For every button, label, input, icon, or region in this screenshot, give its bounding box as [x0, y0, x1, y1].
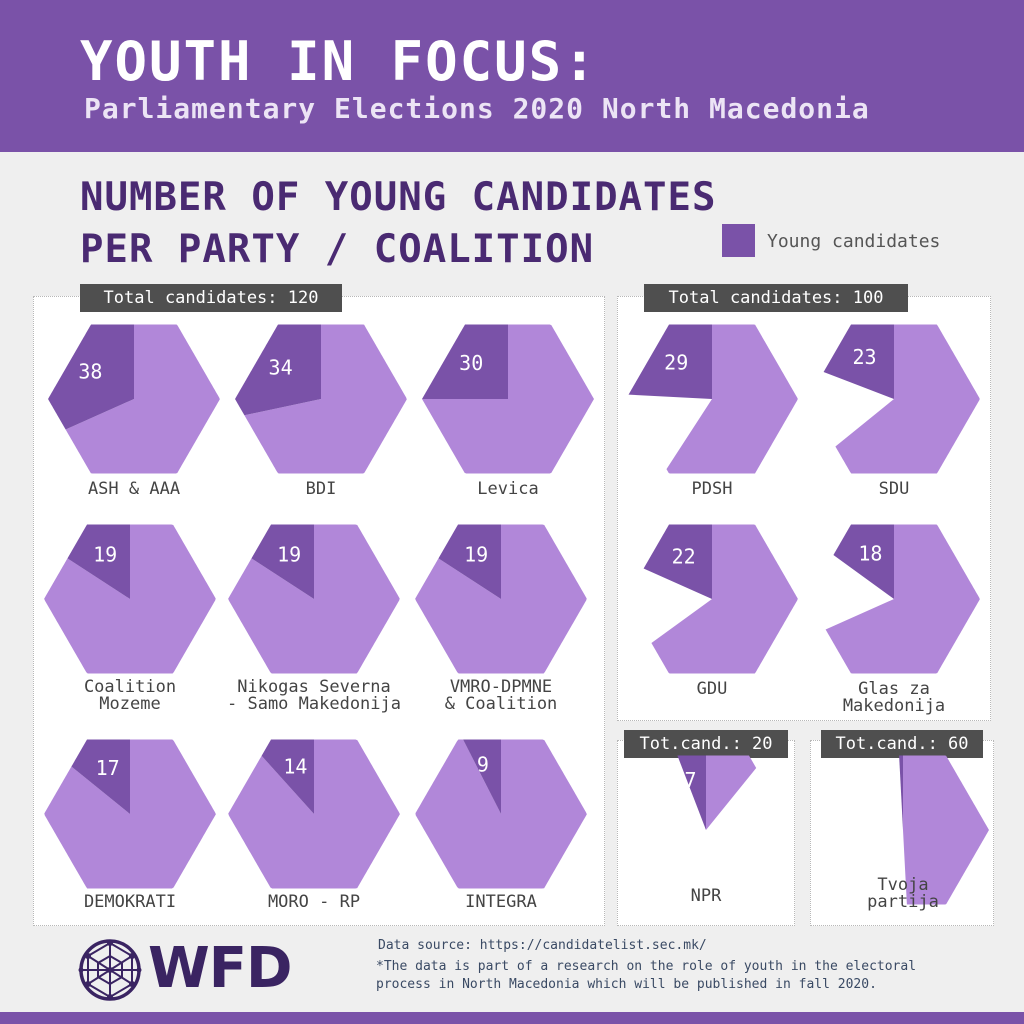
slice-levica-young — [422, 324, 508, 399]
slice-bdi-others — [244, 324, 407, 474]
category-label-line: Mozeme — [99, 694, 160, 714]
slice-tvoja-partija-young — [899, 755, 903, 830]
category-label-line: GDU — [697, 679, 728, 699]
slice-npr-others — [706, 755, 757, 830]
category-label-line: Tvoja — [877, 875, 928, 895]
category-label-ash-aaa: ASH & AAA — [88, 479, 180, 499]
category-label-line: PDSH — [692, 479, 733, 499]
data-label-coalition-mozeme: 19 — [93, 542, 117, 566]
footnote: *The data is part of a research on the r… — [376, 958, 916, 994]
data-label-bdi: 34 — [269, 355, 293, 379]
category-label-line: DEMOKRATI — [84, 892, 176, 912]
footer-bar — [0, 1012, 1024, 1024]
category-label-line: Makedonija — [843, 696, 945, 716]
category-label-integra: INTEGRA — [465, 892, 537, 912]
category-label-nikogas-severna-samo-makedonija: Nikogas Severna - Samo Makedonija — [227, 677, 401, 714]
slice-gdu-others — [651, 524, 798, 674]
category-label-line: Nikogas Severna — [237, 677, 391, 697]
category-label-vmro-dpmne-coalition: VMRO-DPMNE & Coalition — [445, 677, 558, 714]
header-banner: YOUTH IN FOCUS: Parliamentary Elections … — [0, 0, 1024, 152]
category-label-line: & Coalition — [445, 694, 558, 714]
slice-demokrati-others — [44, 739, 216, 889]
page-title: YOUTH IN FOCUS: — [80, 30, 598, 93]
category-label-line: NPR — [691, 886, 722, 906]
slice-glas-za-makedonija-young — [833, 524, 894, 599]
page-subtitle: Parliamentary Elections 2020 North Maced… — [84, 92, 870, 125]
slice-moro-rp-young — [261, 739, 314, 814]
data-source: Data source: https://candidatelist.sec.m… — [378, 938, 707, 953]
slice-tvoja-partija-others — [903, 755, 989, 905]
wfd-logo-text: WFD — [148, 936, 293, 1001]
data-label-npr: 7 — [685, 768, 697, 792]
slice-ash-aaa-young — [48, 324, 134, 430]
globe-icon — [78, 939, 142, 1001]
footnote-line1: *The data is part of a research on the r… — [376, 959, 917, 974]
category-label-line: MORO - RP — [268, 892, 360, 912]
slice-vmro-dpmne-coalition-young — [438, 524, 501, 599]
slice-integra-others — [415, 739, 587, 889]
data-label-vmro-dpmne-coalition: 19 — [464, 542, 488, 566]
slice-nikogas-severna-samo-makedonija-young — [251, 524, 314, 599]
category-label-glas-za-makedonija: Glas za Makedonija — [843, 679, 945, 716]
slice-moro-rp-others — [228, 739, 400, 889]
category-label-line: - Samo Makedonija — [227, 694, 401, 714]
data-label-glas-za-makedonija: 18 — [858, 542, 882, 566]
category-label-sdu: SDU — [879, 479, 910, 499]
category-label-line: ASH & AAA — [88, 479, 180, 499]
slice-gdu-young — [643, 524, 712, 599]
category-label-coalition-mozeme: Coalition Mozeme — [84, 677, 176, 714]
legend-label: Young candidates — [767, 231, 941, 252]
data-label-levica: 30 — [459, 351, 483, 375]
slice-coalition-mozeme-others — [44, 524, 216, 674]
category-label-gdu: GDU — [697, 679, 728, 699]
slice-nikogas-severna-samo-makedonija-others — [228, 524, 400, 674]
category-label-levica: Levica — [477, 479, 538, 499]
slice-glas-za-makedonija-others — [825, 524, 980, 674]
category-label-line: Levica — [477, 479, 538, 499]
slice-ash-aaa-others — [65, 324, 220, 474]
slice-pdsh-young — [628, 324, 712, 399]
category-label-demokrati: DEMOKRATI — [84, 892, 176, 912]
section-title-line1: NUMBER OF YOUNG CANDIDATES — [80, 175, 717, 220]
category-label-line: VMRO-DPMNE — [450, 677, 552, 697]
slice-integra-young — [463, 739, 501, 814]
data-label-pdsh: 29 — [664, 350, 688, 374]
data-label-demokrati: 17 — [96, 756, 120, 780]
data-label-gdu: 22 — [672, 544, 696, 568]
category-label-bdi: BDI — [306, 479, 337, 499]
slice-vmro-dpmne-coalition-others — [415, 524, 587, 674]
slice-pdsh-others — [666, 324, 798, 474]
tag-total-120: Total candidates: 120 — [80, 284, 342, 312]
slice-demokrati-young — [71, 739, 130, 814]
section-title: NUMBER OF YOUNG CANDIDATES PER PARTY / C… — [80, 172, 716, 276]
category-label-line: partija — [867, 892, 939, 912]
slice-coalition-mozeme-young — [67, 524, 130, 599]
footnote-line2: process in North Macedonia which will be… — [376, 977, 877, 992]
category-label-moro-rp: MORO - RP — [268, 892, 360, 912]
tag-total-60: Tot.cand.: 60 — [821, 730, 983, 758]
slice-bdi-young — [235, 324, 321, 416]
slice-sdu-young — [823, 324, 894, 399]
data-label-ash-aaa: 38 — [78, 360, 102, 384]
category-label-tvoja-partija: Tvoja partija — [867, 875, 939, 912]
slice-sdu-others — [835, 324, 980, 474]
data-label-sdu: 23 — [853, 345, 877, 369]
data-label-moro-rp: 14 — [283, 754, 307, 778]
category-label-pdsh: PDSH — [692, 479, 733, 499]
legend-swatch — [722, 224, 755, 257]
tag-total-20: Tot.cand.: 20 — [624, 730, 788, 758]
tag-total-100: Total candidates: 100 — [644, 284, 908, 312]
data-label-integra: 9 — [477, 752, 489, 776]
category-label-npr: NPR — [691, 886, 722, 906]
data-label-tvoja-partija: 1 — [890, 767, 902, 791]
section-title-line2: PER PARTY / COALITION — [80, 227, 595, 272]
category-label-line: INTEGRA — [465, 892, 537, 912]
slice-npr-young — [677, 755, 706, 830]
data-label-nikogas-severna-samo-makedonija: 19 — [277, 542, 301, 566]
category-label-line: Glas za — [858, 679, 930, 699]
category-label-line: BDI — [306, 479, 337, 499]
category-label-line: SDU — [879, 479, 910, 499]
category-label-line: Coalition — [84, 677, 176, 697]
